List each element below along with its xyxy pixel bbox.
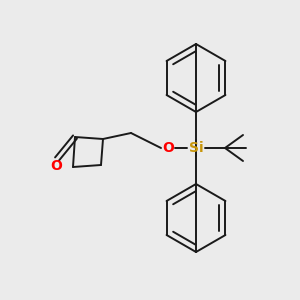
Text: O: O (162, 141, 174, 155)
Text: O: O (50, 159, 62, 173)
Text: Si: Si (189, 141, 203, 155)
